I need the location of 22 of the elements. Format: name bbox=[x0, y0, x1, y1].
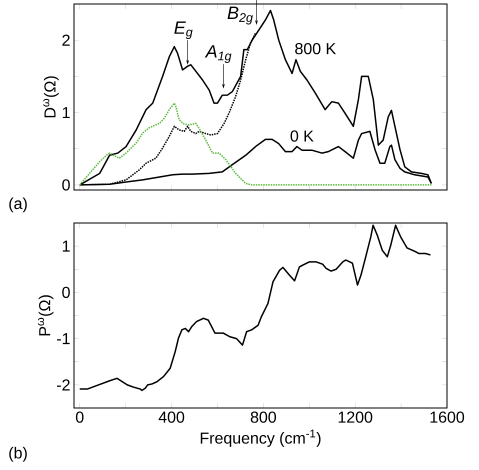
series-label: 0 K bbox=[290, 130, 314, 142]
y-tick-label: 2 bbox=[62, 34, 70, 46]
y-axis-title: P$^{ω}$(Ω) bbox=[38, 295, 54, 336]
y-tick-label: -2 bbox=[57, 379, 70, 390]
x-axis-title: Frequency (cm$^{-1}$) bbox=[200, 430, 321, 447]
annotation: B$_{2g}$ bbox=[228, 6, 253, 24]
y-tick-label: -1 bbox=[57, 333, 70, 344]
x-tick-label: 1600 bbox=[430, 412, 464, 423]
y-tick-label: 0 bbox=[62, 286, 70, 298]
x-tick-label: 0 bbox=[76, 412, 84, 423]
x-tick-label: 1200 bbox=[338, 412, 372, 423]
y-tick-label: 1 bbox=[62, 107, 70, 118]
x-tick-label: 400 bbox=[158, 412, 184, 423]
annotation: A$_{1g}$ bbox=[204, 45, 232, 63]
series-label: 800 K bbox=[295, 43, 336, 54]
annotation: E$_{g}$ bbox=[174, 21, 193, 39]
y-axis-title: D$^{ω}$(Ω) bbox=[43, 76, 59, 118]
y-tick-label: 1 bbox=[62, 240, 70, 252]
y-tick-label: 0 bbox=[62, 179, 70, 191]
text: (b) bbox=[9, 446, 27, 462]
text: (a) bbox=[9, 197, 27, 212]
x-tick-label: 800 bbox=[250, 412, 276, 423]
